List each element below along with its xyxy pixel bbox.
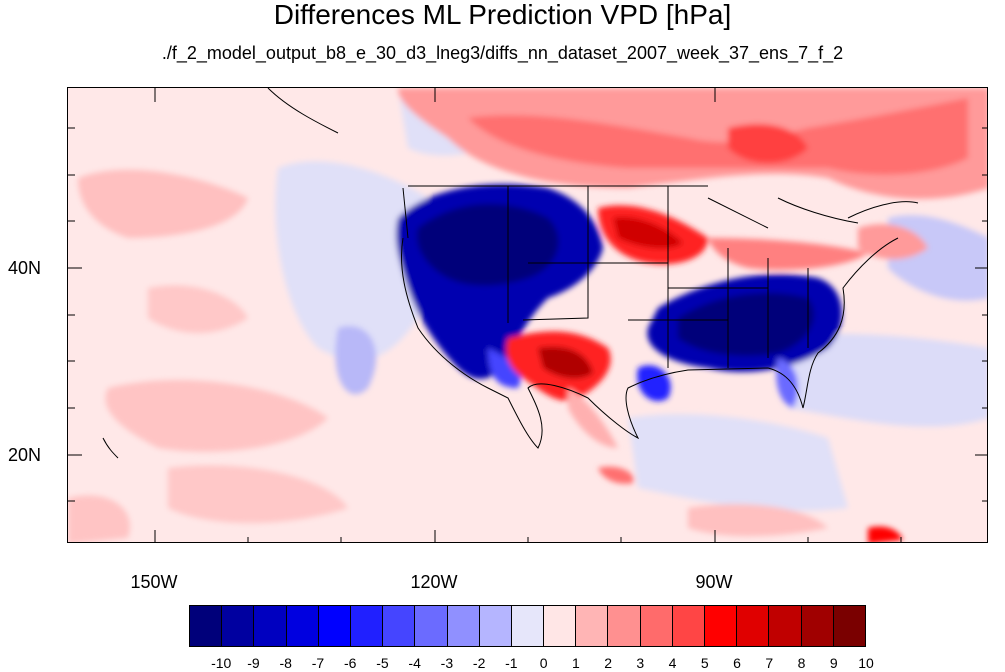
colorbar-tick-label: -7 [311, 655, 325, 671]
colorbar-cell [608, 606, 641, 646]
lon-label-120w: 120W [410, 572, 458, 592]
vpd-difference-field [68, 88, 987, 542]
map-title: Differences ML Prediction VPD [hPa] [273, 0, 732, 30]
colorbar-tick-label: -10 [211, 655, 232, 671]
colorbar-tick-label: -9 [247, 655, 260, 671]
colorbar-tick-label: 10 [858, 655, 874, 671]
colorbar-tick-label: -4 [408, 655, 421, 671]
colorbar-tick-label: -1 [505, 655, 518, 671]
map-panel [67, 87, 988, 543]
colorbar-cell [447, 606, 480, 646]
colorbar-tick-label: -8 [279, 655, 292, 671]
colorbar-tick-label: 5 [700, 655, 709, 671]
colorbar-cell [737, 606, 770, 646]
colorbar-cell [769, 606, 802, 646]
colorbar-cell [254, 606, 287, 646]
colorbar-tick-label: 8 [797, 655, 806, 671]
colorbar-tick-label: -6 [343, 655, 357, 671]
colorbar-tick-label: -3 [440, 655, 454, 671]
colorbar-tick-label: -5 [376, 655, 389, 671]
lat-label-40n: 40N [8, 258, 42, 278]
colorbar-cell [479, 606, 512, 646]
colorbar-cell [801, 606, 834, 646]
colorbar-tick-label: 3 [636, 655, 645, 671]
colorbar-tick-label: 2 [604, 655, 612, 671]
colorbar-cell [350, 606, 384, 646]
colorbar-tick-label: 0 [539, 655, 548, 671]
colorbar-cell [415, 606, 448, 646]
lon-label-150w: 150W [130, 572, 178, 592]
colorbar-tick-label: -2 [472, 655, 486, 671]
colorbar-cell [511, 606, 545, 646]
colorbar-cell [190, 606, 223, 646]
colorbar-tick-label: 4 [668, 655, 677, 671]
colorbar-tick-label: 9 [829, 655, 838, 671]
colorbar-tick-label: 1 [571, 655, 580, 671]
colorbar-cell [383, 606, 416, 646]
colorbar-cell [705, 606, 738, 646]
colorbar-cell [640, 606, 673, 646]
colorbar-cell [318, 606, 351, 646]
lat-label-20n: 20N [8, 445, 42, 465]
colorbar-cell [576, 606, 609, 646]
lon-label-90w: 90W [695, 572, 733, 592]
colorbar-tick-label: 6 [733, 655, 741, 671]
colorbar-cell [286, 606, 319, 646]
colorbar-cell [544, 606, 577, 646]
colorbar-cell [833, 606, 865, 646]
colorbar-tick-label: 7 [765, 655, 774, 671]
map-subtitle: ./f_2_model_output_b8_e_30_d3_lneg3/diff… [161, 43, 844, 63]
colorbar [189, 605, 866, 647]
colorbar-cell [222, 606, 255, 646]
colorbar-cell [672, 606, 705, 646]
